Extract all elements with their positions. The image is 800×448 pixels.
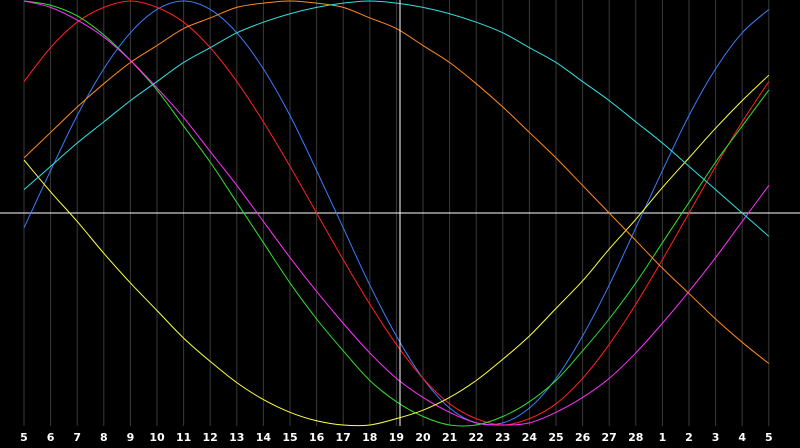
x-tick-label: 6 <box>47 431 55 444</box>
x-tick-label: 18 <box>362 431 377 444</box>
series-line <box>23 0 770 237</box>
x-tick-label: 21 <box>442 431 457 444</box>
x-tick-label: 10 <box>149 431 165 444</box>
x-tick-label: 12 <box>203 431 218 444</box>
x-tick-label: 22 <box>469 431 484 444</box>
x-tick-label: 9 <box>127 431 135 444</box>
x-tick-label: 11 <box>176 431 191 444</box>
x-tick-label: 1 <box>659 431 667 444</box>
x-tick-label: 7 <box>73 431 81 444</box>
x-tick-label: 17 <box>336 431 351 444</box>
lines <box>23 0 770 427</box>
x-tick-label: 13 <box>229 431 244 444</box>
series-line <box>23 0 770 427</box>
x-tick-label: 19 <box>389 431 404 444</box>
x-tick-label: 8 <box>100 431 108 444</box>
x-tick-label: 14 <box>256 431 272 444</box>
labels: 5 6 7 8 9 10 11 12 13 14 15 16 17 18 19 20 21 22 23 24 25 26 2… <box>20 431 772 444</box>
x-tick-label: 24 <box>522 431 538 444</box>
x-tick-label: 27 <box>602 431 617 444</box>
series-line <box>23 74 770 427</box>
grid <box>0 0 800 426</box>
series-line <box>23 0 770 364</box>
x-tick-label: 20 <box>415 431 431 444</box>
series-line <box>23 0 770 426</box>
x-tick-label: 25 <box>548 431 563 444</box>
x-tick-label: 5 <box>20 431 28 444</box>
x-tick-label: 23 <box>495 431 510 444</box>
series-line <box>23 0 770 426</box>
x-tick-label: 16 <box>309 431 325 444</box>
x-tick-label: 4 <box>738 431 746 444</box>
x-tick-label: 26 <box>575 431 591 444</box>
x-tick-label: 15 <box>282 431 297 444</box>
x-tick-label: 28 <box>628 431 643 444</box>
x-tick-label: 2 <box>685 431 693 444</box>
series-line <box>23 0 770 426</box>
x-tick-label: 5 <box>765 431 773 444</box>
x-tick-label: 3 <box>712 431 720 444</box>
